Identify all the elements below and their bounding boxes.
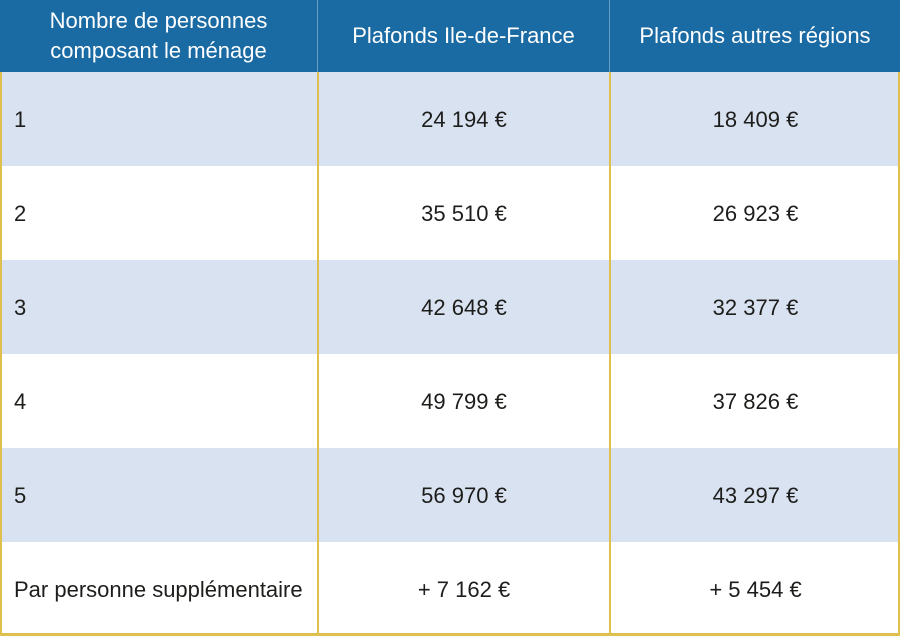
other-regions-value-cell: 32 377 € [609, 260, 900, 354]
idf-value-cell: 49 799 € [317, 354, 609, 448]
household-cell: Par personne supplémentaire [14, 576, 303, 602]
household-cell: 1 [14, 106, 27, 132]
other-regions-value-cell: 26 923 € [609, 166, 900, 260]
table-bottom-border [0, 633, 900, 636]
idf-value-cell: 24 194 € [317, 72, 609, 166]
table-row: 2 35 510 € 26 923 € [0, 166, 900, 260]
household-cell: 2 [14, 200, 27, 226]
header-other-regions: Plafonds autres régions [609, 0, 900, 72]
idf-value-cell: + 7 162 € [317, 542, 609, 636]
header-household-size: Nombre de personnes composant le ménage [49, 8, 268, 63]
table-body: 1 24 194 € 18 409 € 2 35 510 € 26 923 € … [0, 72, 900, 636]
table-row: 3 42 648 € 32 377 € [0, 260, 900, 354]
idf-value-cell: 42 648 € [317, 260, 609, 354]
other-regions-value-cell: 18 409 € [609, 72, 900, 166]
other-regions-value-cell: 43 297 € [609, 448, 900, 542]
idf-value-cell: 35 510 € [317, 166, 609, 260]
table-row: 1 24 194 € 18 409 € [0, 72, 900, 166]
table-row: 4 49 799 € 37 826 € [0, 354, 900, 448]
other-regions-value-cell: + 5 454 € [609, 542, 900, 636]
table-right-border [898, 72, 900, 636]
other-regions-value-cell: 37 826 € [609, 354, 900, 448]
table-row: Par personne supplémentaire + 7 162 € + … [0, 542, 900, 636]
header-ile-de-france: Plafonds Ile-de-France [317, 0, 609, 72]
table-row: 5 56 970 € 43 297 € [0, 448, 900, 542]
household-cell: 5 [14, 482, 27, 508]
table-left-border [0, 72, 2, 636]
idf-value-cell: 56 970 € [317, 448, 609, 542]
table-header-row: Nombre de personnes composant le ménage … [0, 0, 900, 72]
household-cell: 3 [14, 294, 27, 320]
household-cell: 4 [14, 388, 27, 414]
